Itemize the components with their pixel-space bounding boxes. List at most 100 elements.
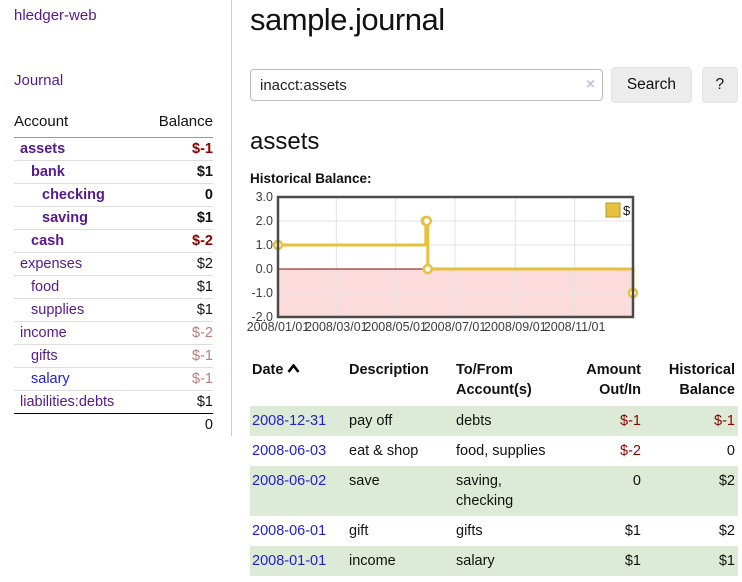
svg-text:$: $ [623,203,631,218]
register-table: Date Description To/From Account(s) Amou… [250,357,738,576]
help-button[interactable]: ? [701,67,738,103]
account-link[interactable]: saving [42,210,88,226]
transaction-accounts: debts [456,413,492,429]
accounts-header-row: Account Balance [14,111,213,138]
transaction-row: 2008-12-31 pay off debts $-1 $-1 [250,406,738,436]
transaction-balance: 0 [726,443,735,459]
account-balance: $-1 [143,344,213,368]
account-row: bank $1 [14,160,213,184]
transaction-accounts: food, supplies [456,443,546,459]
account-name-cell: expenses [14,252,144,276]
account-link[interactable]: gifts [31,348,58,364]
transaction-row: 2008-06-02 save saving, checking 0 $2 [250,466,738,516]
account-name-cell: food [14,275,144,299]
account-row: cash $-2 [14,229,213,253]
clear-search-icon[interactable]: × [585,76,596,93]
account-row: assets $-1 [14,138,213,161]
transaction-balance: $-1 [714,413,735,429]
account-row: expenses $2 [14,252,213,276]
register-header-accounts: To/From Account(s) [456,362,532,398]
balance-chart: $3.0 2.0 1.0 0.0 -1.0 -2.02008/01/012008/03/0… [247,191,639,334]
account-balance: $2 [143,252,213,276]
transaction-balance: $1 [718,553,735,569]
search-button[interactable]: Search [611,67,692,103]
register-header-date[interactable]: Date [250,357,347,406]
account-name-cell: bank [14,160,144,184]
transaction-date-cell: 2008-06-03 [250,436,347,466]
accounts-total-row: 0 [14,413,213,436]
account-balance: $-1 [143,367,213,391]
account-balance: $1 [143,160,213,184]
svg-text:0.0: 0.0 [256,262,273,276]
transaction-amount: $1 [624,523,641,539]
transaction-description: gift [349,523,369,539]
account-link[interactable]: food [31,279,60,295]
accounts-header-balance: Balance [143,111,213,138]
sidebar-item-journal[interactable]: Journal [14,72,64,89]
account-link[interactable]: expenses [20,256,83,272]
svg-text:-2.0: -2.0 [251,310,273,324]
transaction-date-cell: 2008-06-02 [250,466,347,516]
transaction-amount: $1 [624,553,641,569]
account-balance: $-1 [192,141,213,157]
account-name-cell: liabilities:debts [14,390,144,414]
account-row: food $1 [14,275,213,299]
account-link[interactable]: cash [31,233,65,249]
account-row: income $-2 [14,321,213,345]
svg-text:3.0: 3.0 [256,191,273,204]
register-header-description: Description [349,362,429,378]
account-balance: 0 [143,183,213,207]
accounts-total-spacer [14,413,144,436]
transaction-amount: $-2 [620,443,641,459]
account-name-cell: salary [14,367,144,391]
account-row: salary $-1 [14,367,213,391]
transaction-row: 2008-06-03 eat & shop food, supplies $-2 0 [250,436,738,466]
svg-text:2008/09/01: 2008/09/01 [484,320,547,334]
transaction-date-link[interactable]: 2008-12-31 [252,413,327,429]
account-row: saving $1 [14,206,213,230]
account-name-cell: saving [14,206,144,230]
register-header-row: Date Description To/From Account(s) Amou… [250,357,738,406]
sort-ascending-icon [287,364,300,373]
register-body: 2008-12-31 pay off debts $-1 $-1 2008-06-03 ea… [250,406,738,576]
account-link[interactable]: supplies [31,302,85,318]
transaction-date-link[interactable]: 2008-01-01 [252,553,327,569]
svg-text:1.0: 1.0 [256,238,273,252]
transaction-date-link[interactable]: 2008-06-02 [252,473,327,489]
svg-text:2008/03/01: 2008/03/01 [305,320,368,334]
account-row: supplies $1 [14,298,213,322]
search-input-wrap: × [250,69,604,101]
app-title-link[interactable]: hledger-web [14,7,97,24]
account-name-cell: income [14,321,144,345]
transaction-date-cell: 2008-06-01 [250,516,347,546]
account-link[interactable]: checking [42,187,105,203]
account-link[interactable]: salary [31,371,70,387]
account-balance: $1 [143,390,213,414]
accounts-body: assets $-1 bank $1 checking 0 saving $1 cash $-2 e… [14,138,213,414]
accounts-header-account: Account [14,111,144,138]
account-link[interactable]: income [20,325,67,341]
transaction-date-link[interactable]: 2008-06-03 [252,443,327,459]
svg-text:-1.0: -1.0 [251,286,273,300]
transaction-balance: $2 [718,523,735,539]
register-header-amount: Amount Out/In [586,362,641,398]
transaction-description: pay off [349,413,393,429]
account-name-cell: assets [14,138,143,161]
transaction-accounts: salary [456,553,495,569]
account-balance: $1 [143,298,213,322]
search-input[interactable] [250,69,604,101]
transaction-amount: 0 [632,473,641,489]
transaction-accounts: saving, checking [456,473,514,509]
account-link[interactable]: assets [20,141,66,157]
chart-title: Historical Balance: [250,171,372,186]
svg-text:2008/05/01: 2008/05/01 [364,320,427,334]
account-link[interactable]: bank [31,164,65,180]
account-balance: $1 [143,275,213,299]
transaction-date-link[interactable]: 2008-06-01 [252,523,327,539]
svg-text:2008/11/01: 2008/11/01 [544,320,606,334]
account-link[interactable]: liabilities:debts [20,394,115,410]
transaction-row: 2008-06-01 gift gifts $1 $2 [250,516,738,546]
transaction-date-cell: 2008-12-31 [250,406,347,436]
transaction-description: income [349,553,396,569]
page-title: sample.journal [250,2,445,37]
